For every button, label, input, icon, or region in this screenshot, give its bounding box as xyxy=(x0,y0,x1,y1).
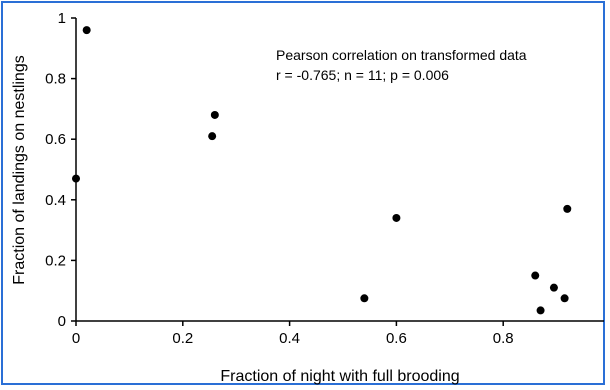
y-axis-title: Fraction of landings on nestlings xyxy=(11,55,28,284)
data-point xyxy=(360,294,369,303)
data-point xyxy=(392,213,401,222)
y-tick-label: 0.8 xyxy=(45,71,66,88)
y-tick-label: 0.6 xyxy=(45,131,66,148)
data-point xyxy=(72,174,80,183)
data-point xyxy=(563,204,572,213)
y-tick-label: 0 xyxy=(58,313,66,330)
y-ticks: 0 0.2 0.4 0.6 0.8 1 xyxy=(45,10,76,330)
annotation-line-2: r = -0.765; n = 11; p = 0.006 xyxy=(276,67,449,83)
data-point xyxy=(560,294,569,303)
x-tick-label: 0.4 xyxy=(279,330,300,347)
y-tick-label: 0.4 xyxy=(45,192,66,209)
data-point xyxy=(531,271,540,280)
x-tick-label: 0.8 xyxy=(493,330,514,347)
axes xyxy=(75,18,604,322)
data-point xyxy=(210,110,219,119)
x-ticks: 0 0.2 0.4 0.6 0.8 xyxy=(72,321,514,347)
x-tick-label: 0.6 xyxy=(386,330,407,347)
x-axis-title: Fraction of night with full brooding xyxy=(220,368,459,385)
x-tick-label: 0 xyxy=(72,330,80,347)
y-tick-label: 0.2 xyxy=(45,252,66,269)
data-point xyxy=(82,26,91,35)
y-tick-label: 1 xyxy=(58,10,66,27)
x-tick-label: 0.2 xyxy=(172,330,193,347)
annotation-line-1: Pearson correlation on transformed data xyxy=(276,47,527,63)
data-point xyxy=(208,132,217,141)
data-point xyxy=(536,306,545,315)
data-point xyxy=(549,283,558,292)
data-points xyxy=(72,26,572,315)
